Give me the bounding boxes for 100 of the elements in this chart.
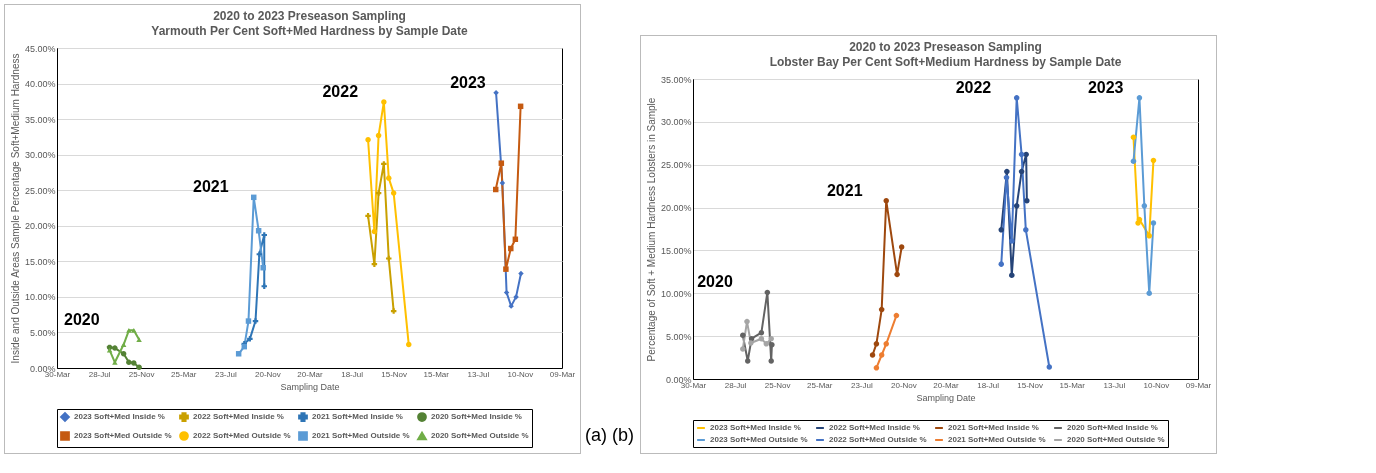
point <box>260 264 266 271</box>
point <box>136 364 142 371</box>
x-tick-label: 20-Nov <box>891 380 917 390</box>
x-tick-label: 25-Mar <box>807 380 833 390</box>
point <box>768 358 774 364</box>
legend-label: 2023 Soft+Med Inside % <box>74 412 165 422</box>
x-tick-label: 20-Mar <box>297 369 323 379</box>
point <box>371 228 378 235</box>
chart-title: 2020 to 2023 Preseason Sampling <box>849 40 1042 54</box>
y-tick-label: 30.00% <box>660 117 692 128</box>
x-tick-label: 15-Nov <box>1017 380 1044 390</box>
y-axis-title: Percentage of Soft + Medium Hardness Lobsters in Sample <box>645 97 657 362</box>
legend-label: 2021 Soft+Med Inside % <box>948 423 1039 432</box>
point <box>1146 290 1152 297</box>
point <box>499 180 506 186</box>
legend-label: 2021 Soft+Med Outside % <box>948 435 1046 444</box>
y-tick-label: 15.00% <box>660 245 692 256</box>
y-tick-label: 20.00% <box>24 221 56 232</box>
legend-label: 2020 Soft+Med Outside % <box>1067 435 1165 444</box>
point <box>371 261 378 267</box>
legend-label: 2022 Soft+Med Outside % <box>829 435 927 444</box>
point <box>873 365 880 371</box>
legend-label: 2022 Soft+Med Inside % <box>829 423 920 432</box>
y-tick-label: 35.00% <box>660 74 692 85</box>
annotation: 2023 <box>1087 78 1124 96</box>
point <box>764 289 771 296</box>
legend-label: 2022 Soft+Med Outside % <box>193 431 291 440</box>
point <box>126 359 132 366</box>
annotation: 2020 <box>64 311 100 329</box>
x-tick-label: 18-Jul <box>341 369 364 379</box>
point <box>1150 157 1157 164</box>
point <box>406 341 412 348</box>
point <box>898 244 905 250</box>
point <box>1146 233 1152 239</box>
point <box>131 360 137 366</box>
legend-label: 2023 Soft+Med Outside % <box>710 435 808 444</box>
x-axis-title: Sampling Date <box>280 381 340 392</box>
y-tick-label: 35.00% <box>24 114 56 125</box>
point <box>386 175 392 181</box>
y-tick-label: 10.00% <box>24 292 56 303</box>
point <box>1004 168 1010 175</box>
x-tick-label: 23-Jul <box>214 369 237 379</box>
x-tick-label: 23-Jul <box>850 380 873 390</box>
legend-label: 2020 Soft+Med Outside % <box>431 431 529 440</box>
point <box>503 266 509 272</box>
point <box>1136 216 1143 223</box>
legend-label: 2021 Soft+Med Inside % <box>312 412 403 422</box>
x-tick-label: 25-Nov <box>764 380 791 390</box>
point <box>112 345 118 351</box>
point <box>873 341 880 347</box>
legend-label: 2022 Soft+Med Inside % <box>193 412 284 422</box>
point <box>1013 203 1020 209</box>
x-tick-label: 20-Mar <box>933 380 959 390</box>
point <box>869 352 876 358</box>
point <box>1130 158 1137 165</box>
point <box>744 358 751 364</box>
point <box>365 213 371 219</box>
point <box>883 341 889 347</box>
x-tick-label: 10-Nov <box>1143 380 1170 390</box>
point <box>740 346 746 352</box>
x-tick-label: 25-Mar <box>171 369 197 379</box>
y-tick-label: 20.00% <box>660 203 692 214</box>
point <box>261 283 267 289</box>
point <box>998 227 1004 233</box>
point <box>120 351 127 357</box>
x-tick-label: 28-Jul <box>724 380 747 390</box>
point <box>1009 272 1015 279</box>
point <box>498 160 505 166</box>
legend-label: 2023 Soft+Med Inside % <box>710 423 801 432</box>
point <box>763 341 770 347</box>
point <box>375 132 382 139</box>
point <box>518 270 524 277</box>
point <box>261 232 267 238</box>
point <box>256 251 263 257</box>
point <box>136 337 142 342</box>
x-tick-label: 09-Mar <box>1185 380 1212 390</box>
point <box>998 261 1004 267</box>
x-tick-label: 13-Jul <box>1103 380 1126 390</box>
point <box>1136 95 1143 101</box>
point <box>126 327 132 333</box>
point <box>1150 220 1157 226</box>
point <box>758 335 765 342</box>
x-tick-label: 09-Mar <box>549 369 576 379</box>
point <box>758 329 765 336</box>
point <box>878 306 885 313</box>
point <box>390 308 397 314</box>
point <box>1009 238 1015 244</box>
point <box>768 335 774 342</box>
annotation: 2022 <box>955 78 992 96</box>
point <box>1024 197 1030 204</box>
x-axis-title: Sampling Date <box>916 392 976 403</box>
annotation: 2022 <box>322 83 359 101</box>
y-tick-label: 25.00% <box>660 160 692 171</box>
x-tick-label: 15-Mar <box>1059 380 1086 390</box>
point <box>769 341 775 348</box>
legend-label: 2023 Soft+Med Outside % <box>74 431 172 440</box>
annotation: 2021 <box>826 181 863 199</box>
point <box>883 197 889 204</box>
point <box>893 312 900 319</box>
point <box>386 255 392 262</box>
